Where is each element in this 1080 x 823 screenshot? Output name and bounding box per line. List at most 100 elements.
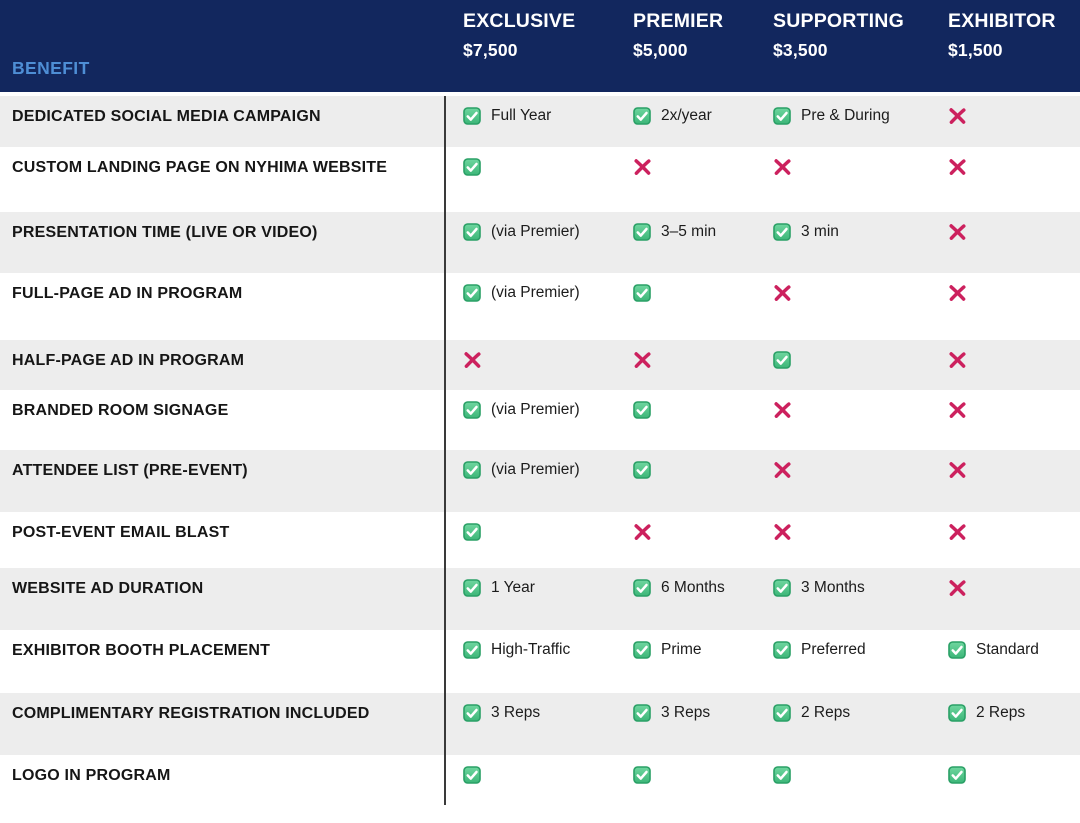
table-row: HALF-PAGE AD IN PROGRAM (0, 340, 1080, 390)
cell-note: Prime (661, 641, 702, 658)
value-cell (940, 147, 1080, 212)
cell-note: 3 Reps (491, 704, 541, 721)
value-cell (940, 273, 1080, 340)
check-icon (463, 158, 482, 176)
value-cell: 3 min (767, 212, 940, 273)
cross-icon (948, 158, 967, 176)
table-row: WEBSITE AD DURATION 1 Year 6 Months 3 Mo… (0, 568, 1080, 630)
benefit-cell: PRESENTATION TIME (LIVE OR VIDEO) (0, 212, 446, 273)
table-row: LOGO IN PROGRAM (0, 755, 1080, 805)
check-icon (633, 579, 652, 597)
check-icon (463, 523, 482, 541)
check-icon (948, 641, 967, 659)
tier-header-premier: PREMIER $5,000 (625, 0, 767, 92)
cell-note: 6 Months (661, 579, 725, 596)
table-row: PRESENTATION TIME (LIVE OR VIDEO) (via P… (0, 212, 1080, 273)
cell-note: Preferred (801, 641, 866, 658)
benefit-cell: POST-EVENT EMAIL BLAST (0, 512, 446, 568)
value-cell: 6 Months (625, 568, 767, 630)
cross-icon (948, 523, 967, 541)
value-cell: (via Premier) (446, 390, 625, 450)
value-cell: Prime (625, 630, 767, 693)
tier-name: PREMIER (633, 10, 724, 32)
cell-note: 2 Reps (801, 704, 851, 721)
table-row: BRANDED ROOM SIGNAGE (via Premier) (0, 390, 1080, 450)
value-cell: (via Premier) (446, 212, 625, 273)
check-icon (773, 704, 792, 722)
benefit-cell: COMPLIMENTARY REGISTRATION INCLUDED (0, 693, 446, 755)
benefit-label: WEBSITE AD DURATION (12, 580, 204, 597)
check-icon (633, 107, 652, 125)
value-cell (940, 512, 1080, 568)
cross-icon (948, 107, 967, 125)
cross-icon (773, 284, 792, 302)
benefit-label: HALF-PAGE AD IN PROGRAM (12, 352, 245, 369)
cell-note: Standard (976, 641, 1039, 658)
check-icon (773, 766, 792, 784)
value-cell (625, 147, 767, 212)
cross-icon (948, 579, 967, 597)
cell-note: (via Premier) (491, 284, 580, 301)
value-cell (940, 212, 1080, 273)
check-icon (633, 284, 652, 302)
cross-icon (948, 284, 967, 302)
cell-note: 1 Year (491, 579, 535, 596)
check-icon (633, 401, 652, 419)
value-cell: 3 Reps (625, 693, 767, 755)
tier-name: EXHIBITOR (948, 10, 1056, 32)
check-icon (773, 223, 792, 241)
cross-icon (948, 351, 967, 369)
value-cell: Full Year (446, 96, 625, 147)
check-icon (463, 284, 482, 302)
cross-icon (633, 523, 652, 541)
value-cell: 2x/year (625, 96, 767, 147)
benefit-cell: HALF-PAGE AD IN PROGRAM (0, 340, 446, 390)
value-cell (767, 273, 940, 340)
check-icon (948, 766, 967, 784)
check-icon (463, 766, 482, 784)
benefit-label: FULL-PAGE AD IN PROGRAM (12, 285, 243, 302)
check-icon (463, 107, 482, 125)
check-icon (463, 641, 482, 659)
cell-note: Pre & During (801, 107, 890, 124)
cell-note: 2x/year (661, 107, 712, 124)
value-cell: 3–5 min (625, 212, 767, 273)
value-cell (940, 96, 1080, 147)
header-divider-gap (0, 92, 1080, 96)
cell-note: Full Year (491, 107, 552, 124)
cell-note: (via Premier) (491, 223, 580, 240)
cell-note: 3 Reps (661, 704, 711, 721)
tier-name: SUPPORTING (773, 10, 904, 32)
value-cell (446, 512, 625, 568)
value-cell: (via Premier) (446, 273, 625, 340)
cell-note: 2 Reps (976, 704, 1026, 721)
tier-header-exclusive: EXCLUSIVE $7,500 (446, 0, 625, 92)
check-icon (463, 223, 482, 241)
cross-icon (948, 461, 967, 479)
cell-note: (via Premier) (491, 461, 580, 478)
value-cell (767, 390, 940, 450)
benefit-label: ATTENDEE LIST (PRE-EVENT) (12, 462, 248, 479)
check-icon (463, 401, 482, 419)
benefit-cell: LOGO IN PROGRAM (0, 755, 446, 805)
cell-note: (via Premier) (491, 401, 580, 418)
cross-icon (773, 461, 792, 479)
cell-note: 3–5 min (661, 223, 717, 240)
check-icon (633, 704, 652, 722)
value-cell: Standard (940, 630, 1080, 693)
cross-icon (773, 523, 792, 541)
check-icon (633, 461, 652, 479)
cross-icon (633, 351, 652, 369)
cross-icon (633, 158, 652, 176)
table-row: EXHIBITOR BOOTH PLACEMENT High-Traffic P… (0, 630, 1080, 693)
cross-icon (463, 351, 482, 369)
value-cell: Pre & During (767, 96, 940, 147)
tier-price: $5,000 (633, 40, 688, 60)
value-cell (446, 755, 625, 805)
value-cell (625, 340, 767, 390)
check-icon (463, 579, 482, 597)
benefit-label: DEDICATED SOCIAL MEDIA CAMPAIGN (12, 108, 321, 125)
tier-price: $3,500 (773, 40, 828, 60)
value-cell (767, 755, 940, 805)
value-cell (940, 755, 1080, 805)
